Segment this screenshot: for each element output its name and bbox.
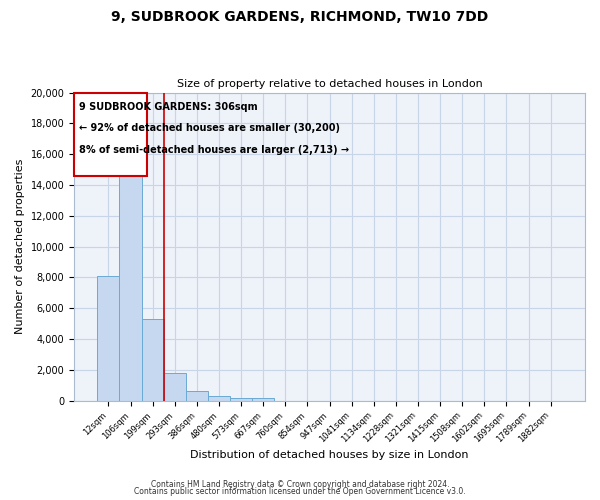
Text: 8% of semi-detached houses are larger (2,713) →: 8% of semi-detached houses are larger (2… <box>79 145 349 155</box>
Bar <box>230 398 252 400</box>
Text: 9 SUDBROOK GARDENS: 306sqm: 9 SUDBROOK GARDENS: 306sqm <box>79 102 258 112</box>
X-axis label: Distribution of detached houses by size in London: Distribution of detached houses by size … <box>190 450 469 460</box>
Text: 9, SUDBROOK GARDENS, RICHMOND, TW10 7DD: 9, SUDBROOK GARDENS, RICHMOND, TW10 7DD <box>112 10 488 24</box>
Bar <box>208 396 230 400</box>
Text: Contains HM Land Registry data © Crown copyright and database right 2024.: Contains HM Land Registry data © Crown c… <box>151 480 449 489</box>
Bar <box>252 398 274 400</box>
Bar <box>186 392 208 400</box>
Bar <box>119 145 142 401</box>
Text: Contains public sector information licensed under the Open Government Licence v3: Contains public sector information licen… <box>134 487 466 496</box>
FancyBboxPatch shape <box>74 92 147 176</box>
Bar <box>97 276 119 400</box>
Title: Size of property relative to detached houses in London: Size of property relative to detached ho… <box>177 79 482 89</box>
Bar <box>164 373 186 400</box>
Text: ← 92% of detached houses are smaller (30,200): ← 92% of detached houses are smaller (30… <box>79 124 340 134</box>
Y-axis label: Number of detached properties: Number of detached properties <box>15 159 25 334</box>
Bar <box>142 319 164 400</box>
